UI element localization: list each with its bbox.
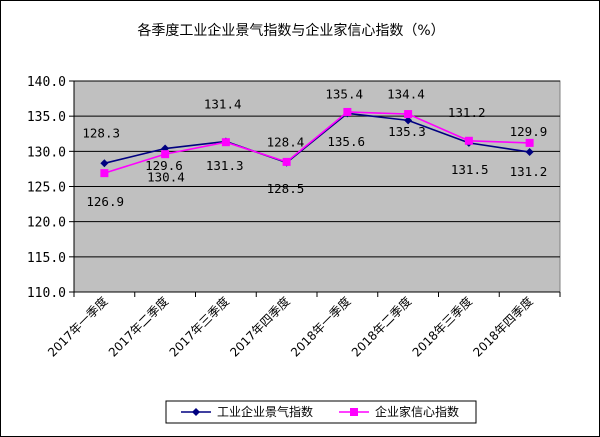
data-label: 128.5 xyxy=(267,181,305,196)
x-tick-label: 2018年三季度 xyxy=(409,294,475,360)
data-label: 135.3 xyxy=(388,124,426,139)
data-label: 131.4 xyxy=(204,96,242,111)
y-tick-label: 125.0 xyxy=(27,181,66,196)
series-line-2 xyxy=(104,111,530,174)
data-label: 131.2 xyxy=(448,105,486,120)
data-label: 128.4 xyxy=(267,135,305,150)
y-tick-label: 115.0 xyxy=(27,251,66,266)
data-label: 131.2 xyxy=(510,164,548,179)
data-label: 135.4 xyxy=(325,86,363,101)
x-tick-label: 2017年一季度 xyxy=(44,294,110,360)
series-2-point xyxy=(100,169,109,178)
y-tick-label: 140.0 xyxy=(27,75,66,90)
series-2-point xyxy=(404,110,413,119)
data-labels: 128.3 130.4 131.4 128.4 135.4 134.4 131.2 129.9… xyxy=(82,86,547,209)
series-2-point xyxy=(282,157,291,166)
series-2-point xyxy=(221,138,230,147)
data-label: 129.9 xyxy=(510,124,548,139)
chart-title: 各季度工业企业景气指数与企业家信心指数（%） xyxy=(137,22,444,39)
data-label: 130.4 xyxy=(147,170,185,185)
data-label: 134.4 xyxy=(387,86,425,101)
y-tick-label: 135.0 xyxy=(27,110,66,125)
data-label: 126.9 xyxy=(86,194,124,209)
data-label: 131.3 xyxy=(206,158,244,173)
x-tick-label: 2018年四季度 xyxy=(470,294,536,360)
legend-label-2: 企业家信心指数 xyxy=(375,404,459,419)
data-label: 129.6 xyxy=(145,158,183,173)
legend-marker-1 xyxy=(192,408,200,416)
x-tick-label: 2018年一季度 xyxy=(287,294,353,360)
x-tick-label: 2017年二季度 xyxy=(105,294,171,360)
x-tick-label: 2018年二季度 xyxy=(348,294,414,360)
series-2-point xyxy=(525,138,534,147)
series-2-point xyxy=(161,150,170,159)
y-tick-label: 110.0 xyxy=(27,286,66,301)
x-axis-ticks: 2017年一季度2017年二季度2017年三季度2017年四季度2018年一季度… xyxy=(44,292,561,360)
y-tick-label: 130.0 xyxy=(27,145,66,160)
x-tick-label: 2017年三季度 xyxy=(166,294,232,360)
series-1-point xyxy=(100,159,109,168)
data-label: 131.5 xyxy=(451,162,489,177)
series-1-point xyxy=(404,116,413,125)
legend-marker-2 xyxy=(350,408,358,416)
data-label: 128.3 xyxy=(82,125,120,140)
series-2-point xyxy=(343,107,352,116)
legend: 工业企业景气指数 企业家信心指数 xyxy=(165,400,477,424)
y-tick-label: 120.0 xyxy=(27,216,66,231)
data-label: 135.6 xyxy=(327,134,365,149)
series-line-1 xyxy=(104,112,530,165)
series-1-point xyxy=(525,148,534,157)
series-2-point xyxy=(464,136,473,145)
legend-box xyxy=(165,400,477,424)
y-axis-ticks: 110.0 115.0 120.0 125.0 130.0 135.0 140.0 xyxy=(27,75,74,301)
x-tick-label: 2017年四季度 xyxy=(227,294,293,360)
legend-label-1: 工业企业景气指数 xyxy=(217,404,313,419)
series-layer xyxy=(100,107,534,178)
